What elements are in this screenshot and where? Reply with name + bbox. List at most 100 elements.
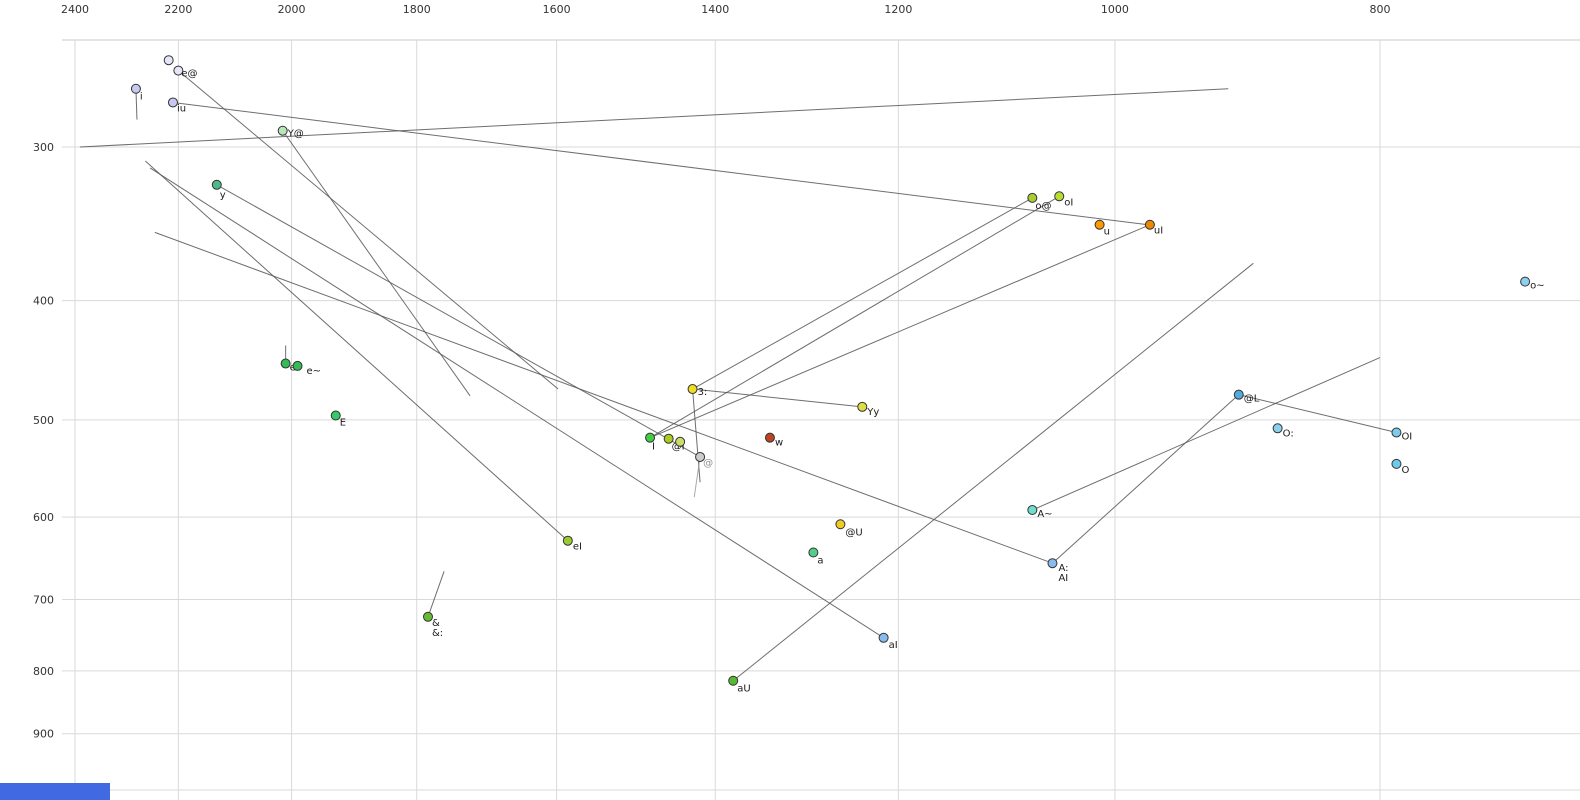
trajectory-line [216, 184, 701, 458]
vowel-point-O:[interactable] [1272, 423, 1283, 434]
vowel-point-u[interactable] [1094, 219, 1105, 230]
trajectory-line [178, 70, 559, 390]
vowel-label-o@: o@ [1035, 201, 1051, 212]
trajectory-line [172, 101, 1148, 226]
x-tick-label: 2200 [164, 3, 192, 16]
vowel-point-oI[interactable] [1054, 191, 1065, 202]
vowel-point-extra[interactable] [675, 436, 686, 447]
vowel-label-uI: uI [1154, 226, 1163, 237]
vowel-label-e~: e~ [307, 366, 322, 377]
vowel-point-O[interactable] [1391, 458, 1402, 469]
vowel-label-AI: AI [1058, 573, 1068, 584]
vowel-label-y: y [220, 190, 226, 201]
vowel-point-aI[interactable] [878, 632, 889, 643]
vowel-point-e~[interactable] [292, 360, 303, 371]
vowel-label-oI: oI [1064, 197, 1073, 208]
trajectory-line [692, 388, 701, 483]
trajectory-line [649, 195, 1060, 439]
vowel-label-OI: OI [1401, 431, 1412, 442]
vowel-point-@L[interactable] [1233, 389, 1244, 400]
x-tick-label: 1200 [884, 3, 912, 16]
y-tick-label: 900 [33, 728, 54, 741]
y-tick-label: 500 [33, 414, 54, 427]
x-tick-label: 800 [1370, 3, 1391, 16]
x-tick-label: 1000 [1101, 3, 1129, 16]
y-tick-label: 400 [33, 295, 54, 308]
vowel-point-y[interactable] [211, 179, 222, 190]
x-tick-label: 1600 [543, 3, 571, 16]
y-tick-label: 700 [33, 594, 54, 607]
vowel-label-iu: iu [177, 103, 186, 114]
vowel-label-@U: @U [845, 527, 862, 538]
vowel-point-E[interactable] [330, 410, 341, 421]
vowel-point-Yy[interactable] [857, 401, 868, 412]
vowel-label-@: @ [703, 458, 713, 469]
vowel-point-3:[interactable] [687, 384, 698, 395]
vowel-label-&:: &: [432, 628, 443, 639]
trajectory-line [693, 456, 701, 498]
vowel-label-3:: 3: [698, 387, 708, 398]
trajectory-line [135, 88, 138, 120]
vowel-label-A:: A: [1058, 563, 1068, 574]
vowel-label-eI: eI [573, 542, 582, 553]
trajectory-line [1032, 357, 1381, 511]
vowel-point-o@[interactable] [1027, 192, 1038, 203]
vowel-point-uI[interactable] [1144, 219, 1155, 230]
vowel-point-OI[interactable] [1391, 427, 1402, 438]
vowel-point-w[interactable] [764, 432, 775, 443]
vowel-label-O:: O: [1283, 428, 1294, 439]
vowel-label-e@: e@ [181, 69, 197, 80]
vowel-point-&[interactable] [422, 611, 433, 622]
x-tick-label: 1400 [701, 3, 729, 16]
vowel-label-aI: aI [889, 640, 898, 651]
vowel-label-A~: A~ [1037, 509, 1052, 520]
trajectory-line [692, 197, 1033, 390]
trajectory-line [1238, 394, 1397, 433]
vowel-point-I[interactable] [645, 432, 656, 443]
y-tick-label: 300 [33, 141, 54, 154]
vowel-label-@I: @I [672, 442, 685, 453]
vowel-point-A~[interactable] [1027, 505, 1038, 516]
vowel-point-A:[interactable] [1047, 558, 1058, 569]
vowel-label-I: I [652, 442, 655, 453]
vowel-point-a[interactable] [808, 547, 819, 558]
trajectory-line [1052, 394, 1240, 564]
x-tick-label: 2000 [278, 3, 306, 16]
vowel-label-E: E [340, 418, 346, 429]
y-tick-label: 600 [33, 511, 54, 524]
vowel-label-i: i [140, 92, 143, 103]
vowel-label-aU: aU [737, 684, 750, 695]
x-tick-label: 2400 [61, 3, 89, 16]
vowel-point-@I[interactable] [663, 433, 674, 444]
vowel-point-@[interactable] [695, 451, 706, 462]
trajectory-line [427, 571, 445, 617]
trajectory-line [649, 224, 1151, 439]
vowel-label-Yy: Yy [866, 407, 879, 418]
trajectory-line [282, 130, 471, 397]
vowel-label-O: O [1401, 465, 1409, 476]
vowel-point-extra[interactable] [163, 55, 174, 66]
vowel-point-Y@[interactable] [277, 125, 288, 136]
trajectory-line [154, 231, 1053, 564]
x-tick-label: 1800 [403, 3, 431, 16]
vowel-label-a: a [817, 555, 823, 566]
vowel-label-o~: o~ [1530, 281, 1545, 292]
vowel-point-@U[interactable] [835, 519, 846, 530]
vowel-point-o~[interactable] [1520, 276, 1531, 287]
vowel-point-eI[interactable] [562, 535, 573, 546]
trajectory-line [145, 160, 569, 542]
vowel-label-@L: @L [1244, 394, 1260, 405]
trajectory-line [149, 167, 884, 639]
vowel-point-e:[interactable] [280, 358, 291, 369]
vowel-label-Y@: Y@ [287, 129, 304, 140]
vowel-point-i[interactable] [130, 83, 141, 94]
trajectory-line [79, 88, 1229, 148]
vowel-point-aU[interactable] [728, 675, 739, 686]
y-tick-label: 800 [33, 665, 54, 678]
vowel-point-e@[interactable] [173, 65, 184, 76]
vowel-label-&: & [432, 618, 440, 629]
vowel-point-iu[interactable] [167, 97, 178, 108]
bottom-left-highlight-bar [0, 783, 110, 800]
